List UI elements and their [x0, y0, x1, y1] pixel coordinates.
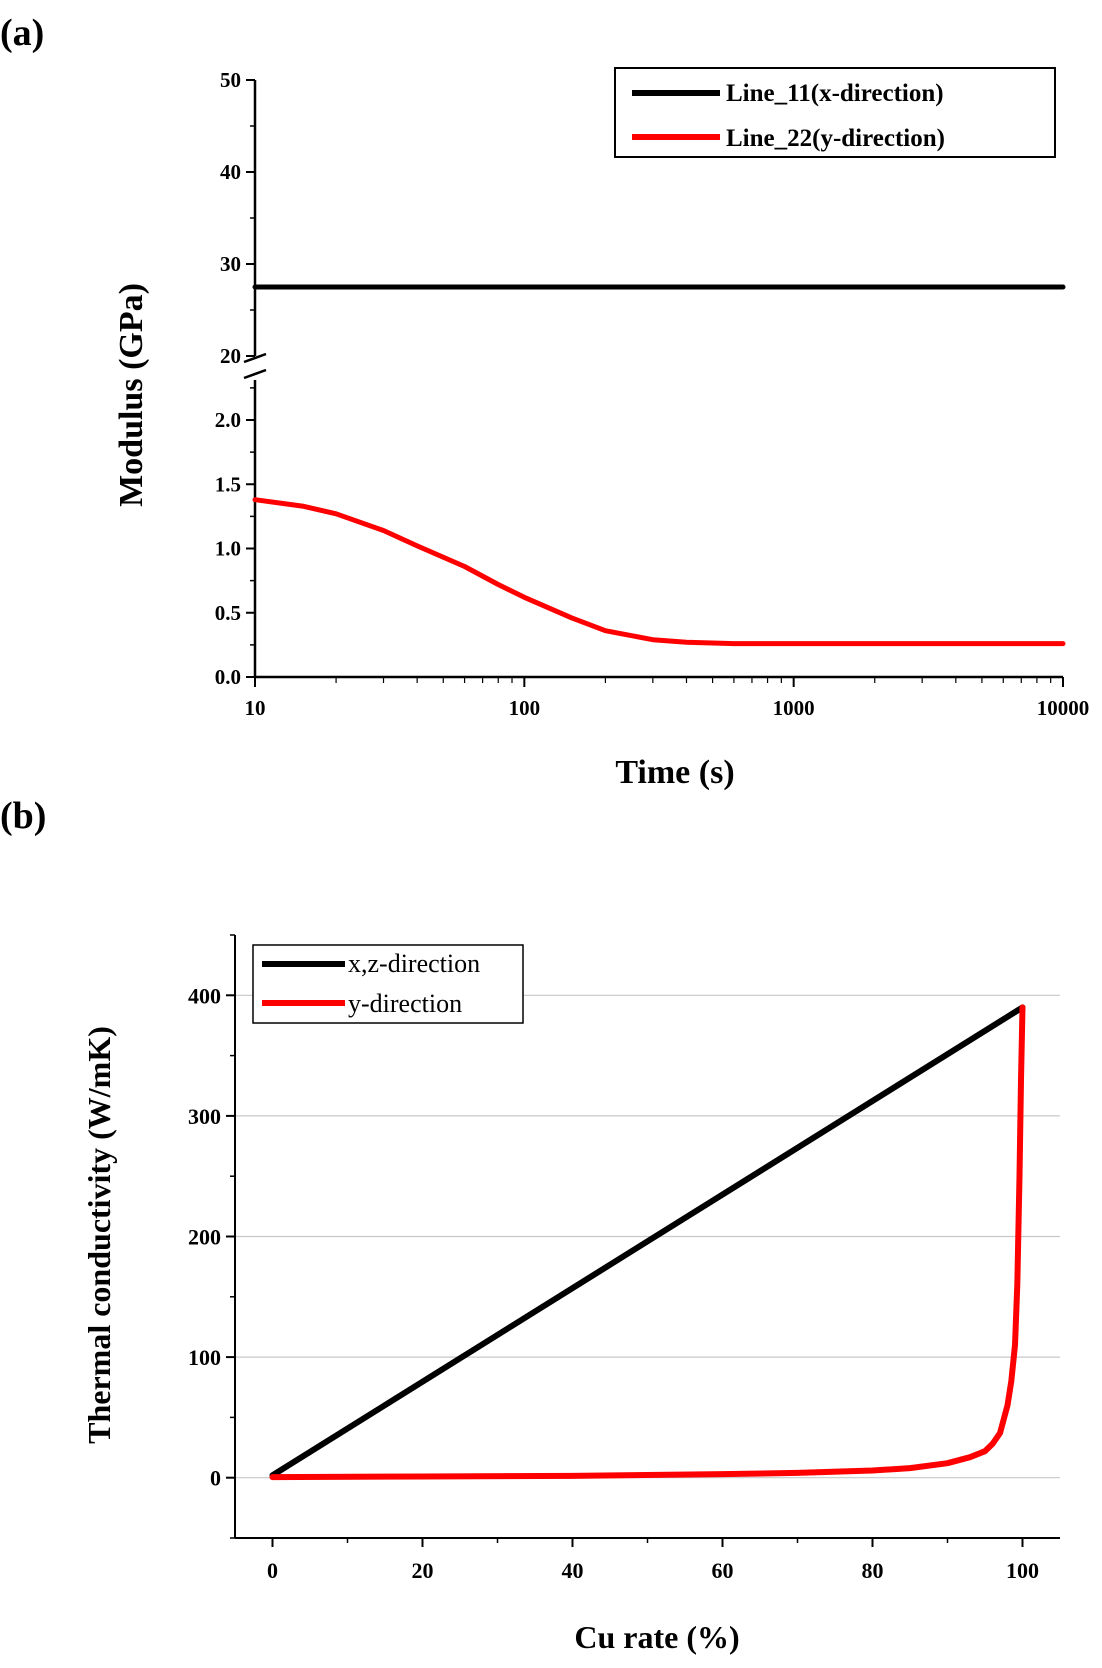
panel-a-letter: (a) — [0, 12, 44, 54]
panel-a-y-axis-title: Modulus (GPa) — [113, 283, 150, 507]
panel-a-x-tick-label-0: 10 — [245, 696, 266, 720]
panel-b-legend-label-1: y-direction — [348, 989, 462, 1018]
panel-b-legend: x,z-direction y-direction — [252, 944, 524, 1024]
panel-a-y-tick-label-lower-2: 1.0 — [215, 537, 241, 561]
panel-b-y-tick-label-0: 0 — [210, 1466, 221, 1491]
panel-b-y-tick-label-1: 100 — [188, 1345, 221, 1370]
panel-b-legend-label-0: x,z-direction — [348, 949, 480, 978]
panel-b-x-tick-label-0: 0 — [267, 1558, 278, 1583]
panel-a-y-ticks-upper: 20 30 40 50 — [220, 68, 255, 368]
panel-b-x-tick-label-2: 40 — [562, 1558, 584, 1583]
panel-a-y-tick-label-upper-0: 20 — [220, 344, 241, 368]
panel-a-y-tick-label-upper-2: 40 — [220, 160, 241, 184]
panel-b-y-ticks: 0 100 200 300 400 — [188, 934, 235, 1539]
panel-a-y-tick-label-upper-3: 50 — [220, 68, 241, 92]
panel-b-series-line-1 — [269, 1004, 1026, 1481]
panel-b-y-tick-label-4: 400 — [188, 983, 221, 1008]
panel-a-y-tick-label-lower-0: 0.0 — [215, 665, 241, 689]
panel-a-y-tick-label-lower-1: 0.5 — [215, 601, 241, 625]
panel-b: (b) 0 100 200 300 400 0 20 40 60 80 100 Cu rate (… — [0, 795, 1060, 1655]
panel-a-y-tick-label-upper-1: 30 — [220, 252, 241, 276]
panel-a-x-tick-label-3: 10000 — [1037, 696, 1090, 720]
panel-b-letter: (b) — [0, 795, 46, 837]
panel-a-y-ticks-lower: 0.0 0.5 1.0 1.5 2.0 — [215, 387, 255, 689]
panel-b-y-tick-label-3: 300 — [188, 1104, 221, 1129]
panel-a-series — [252, 284, 1066, 647]
panel-a-x-axis-title: Time (s) — [615, 754, 734, 791]
panel-a-series-line-1 — [252, 497, 1066, 647]
panel-b-gridlines — [235, 994, 1060, 1479]
panel-a-legend-label-1: Line_22(y-direction) — [726, 125, 945, 152]
panel-b-x-tick-label-3: 60 — [712, 1558, 734, 1583]
panel-b-y-axis-title: Thermal conductivity (W/mK) — [81, 1026, 117, 1444]
panel-a-axis-break — [243, 352, 267, 380]
panel-b-x-tick-label-5: 100 — [1006, 1558, 1039, 1583]
panel-a-x-tick-label-1: 100 — [509, 696, 541, 720]
panel-b-y-tick-label-2: 200 — [188, 1225, 221, 1250]
panel-a-x-tick-label-2: 1000 — [773, 696, 815, 720]
panel-a-y-tick-label-lower-4: 2.0 — [215, 408, 241, 432]
panel-b-x-ticks: 0 20 40 60 80 100 — [267, 1538, 1039, 1583]
panel-b-series — [269, 1004, 1026, 1481]
panel-a-y-tick-label-lower-3: 1.5 — [215, 472, 241, 496]
panel-a-legend-box — [614, 67, 1056, 158]
panel-a-x-ticks: 10 100 1000 10000 — [245, 677, 1090, 720]
panel-b-x-tick-label-1: 20 — [412, 1558, 434, 1583]
panel-b-x-axis-title: Cu rate (%) — [574, 1619, 739, 1655]
panel-a-legend-label-0: Line_11(x-direction) — [726, 80, 944, 107]
panel-b-x-tick-label-4: 80 — [862, 1558, 884, 1583]
panel-b-legend-box — [252, 944, 524, 1024]
panel-a-legend: Line_11(x-direction) Line_22(y-direction… — [614, 67, 1056, 158]
panel-b-series-line-0 — [269, 1004, 1026, 1479]
